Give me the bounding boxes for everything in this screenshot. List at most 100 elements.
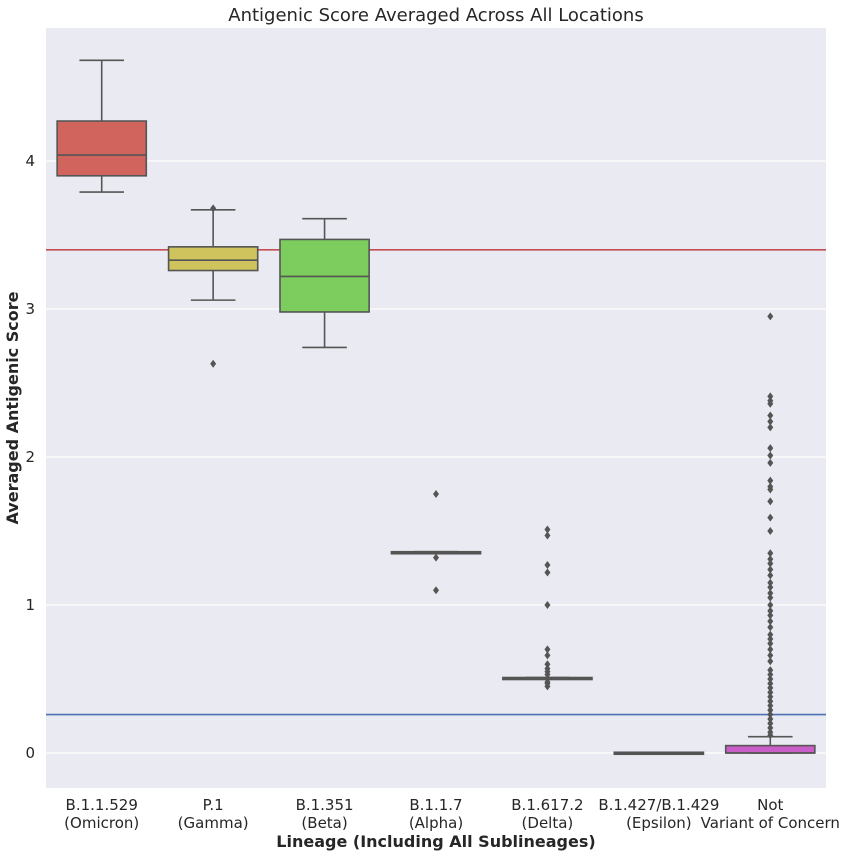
outlier-point [767, 497, 774, 506]
outlier-point [767, 417, 774, 426]
y-tick-label-4: 4 [25, 152, 35, 170]
outlier-point [767, 706, 774, 715]
box-body [56, 120, 148, 177]
outlier-point [544, 651, 551, 660]
outlier-point [767, 565, 774, 574]
outlier-point [767, 451, 774, 460]
box-5 [502, 525, 593, 691]
outlier-point [767, 527, 774, 535]
outlier-point [767, 411, 774, 420]
outlier-point [767, 679, 774, 688]
outlier-point [767, 639, 774, 648]
outlier-point [544, 660, 551, 669]
outlier-point [544, 531, 551, 540]
outlier-point [767, 683, 774, 692]
y-tick-labels: 0 1 2 3 4 [25, 152, 35, 762]
outlier-point [767, 611, 774, 620]
box-body [724, 744, 816, 754]
outlier-point [767, 723, 774, 732]
outlier-point [767, 399, 774, 408]
outlier-point [767, 392, 774, 401]
plot-background [46, 28, 826, 788]
outlier-point [767, 571, 774, 580]
outlier-point [767, 657, 774, 666]
y-axis-label: Averaged Antigenic Score [3, 291, 22, 524]
outlier-point [767, 559, 774, 568]
outlier-point [767, 666, 774, 675]
outlier-point [767, 458, 774, 467]
x-category-label-line2: (Delta) [522, 814, 574, 832]
outlier-point [767, 589, 774, 598]
outlier-point [767, 593, 774, 602]
y-tick-label-0: 0 [25, 744, 35, 762]
outlier-point [544, 568, 551, 577]
x-category-label-line1: B.1.427/B.1.429 [598, 796, 719, 814]
outlier-point [767, 601, 774, 609]
outlier-point [433, 553, 439, 562]
x-category-label-line2: (Epsilon) [626, 814, 692, 832]
x-category-label-line1: P.1 [203, 796, 224, 814]
x-category-label-line2: (Gamma) [178, 814, 249, 832]
x-category-label-line2: (Omicron) [64, 814, 139, 832]
outlier-point [767, 444, 774, 453]
box-3 [279, 217, 370, 349]
box-body [167, 246, 259, 272]
x-category-label-line2: (Beta) [301, 814, 347, 832]
x-category-label-line1: B.1.1.7 [409, 796, 462, 814]
outlier-point [767, 423, 774, 432]
x-category-labels: B.1.1.529(Omicron) P.1(Gamma) B.1.351(Beta… [64, 796, 840, 832]
outlier-point [767, 583, 774, 592]
outlier-point [767, 617, 774, 626]
chart-title: Antigenic Score Averaged Across All Loca… [228, 5, 643, 26]
outlier-point [433, 490, 439, 498]
outlier-point [767, 513, 774, 522]
outlier-point [767, 670, 774, 679]
outlier-point [210, 204, 217, 213]
outlier-point [544, 682, 551, 691]
x-category-label-line2: (Alpha) [409, 814, 463, 832]
outlier-point [767, 701, 774, 710]
box-4 [390, 490, 482, 595]
outlier-point [767, 692, 774, 701]
x-category-label-line1: B.1.351 [296, 796, 354, 814]
outlier-point [767, 719, 774, 728]
outlier-point [767, 635, 774, 644]
y-tick-label-3: 3 [25, 300, 35, 318]
outlier-point [767, 710, 774, 719]
outlier-point [544, 645, 551, 654]
y-tick-label-1: 1 [25, 596, 35, 614]
outlier-point [433, 586, 439, 595]
x-category-label-line1: B.1.1.529 [66, 796, 138, 814]
x-category-label-line1: B.1.617.2 [511, 796, 583, 814]
outlier-point [767, 606, 774, 615]
outlier-point [767, 688, 774, 697]
outlier-point [544, 525, 551, 534]
outlier-point [544, 561, 551, 570]
outlier-point [767, 675, 774, 683]
outlier-point [767, 731, 774, 740]
x-category-label-line2: Variant of Concern [701, 814, 840, 832]
x-axis-label: Lineage (Including All Sublineages) [276, 832, 595, 851]
outlier-point [767, 645, 774, 654]
boxes [56, 59, 816, 756]
y-tick-label-2: 2 [25, 448, 35, 466]
outlier-point [767, 578, 774, 587]
outlier-point [767, 623, 774, 632]
outlier-point [544, 601, 551, 609]
box-1 [56, 59, 148, 193]
outlier-point [767, 651, 774, 660]
outlier-point [767, 485, 774, 494]
outlier-point [544, 670, 551, 679]
outlier-point [767, 697, 774, 706]
box-7 [724, 312, 816, 754]
outlier-point [767, 476, 774, 485]
box-6 [613, 751, 705, 756]
outlier-point [767, 555, 774, 564]
outlier-point [767, 549, 774, 558]
box-2 [167, 204, 259, 368]
x-category-label-line1: Not [757, 796, 783, 814]
outlier-point [767, 714, 774, 723]
outlier-point [210, 359, 217, 368]
outlier-point [767, 312, 774, 321]
